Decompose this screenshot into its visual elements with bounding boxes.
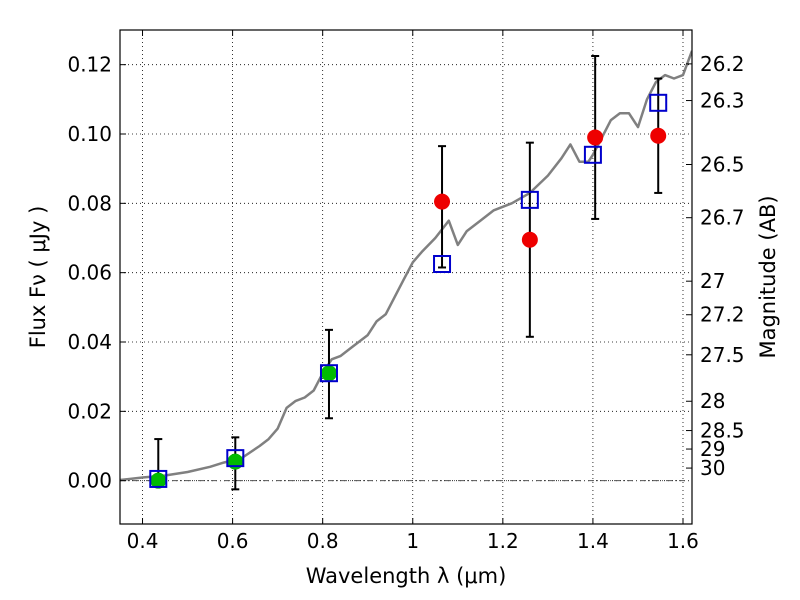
y-tick-label: 0.02 xyxy=(67,399,112,423)
model-photometry-square xyxy=(520,190,539,209)
data-point-circle xyxy=(150,472,167,489)
y-tick-label: 0.06 xyxy=(67,261,112,285)
y-axis-title: Flux Fν ( μJy ) xyxy=(26,206,50,349)
model-photometry-square xyxy=(433,255,452,273)
tick-labels: 0.4 0.6 0.8 1 1.2 1.4 1.6 0.00 0.02 0.04 0.06 0.08 0… xyxy=(67,52,744,553)
x-tick-label: 0.8 xyxy=(307,529,339,553)
data-point-circle xyxy=(434,193,451,210)
y2-axis-title: Magnitude (AB) xyxy=(756,195,780,358)
data-point-circle xyxy=(521,231,538,248)
y-tick-label: 0.12 xyxy=(67,53,112,77)
x-tick-label: 1.6 xyxy=(667,529,699,553)
y2-tick-label: 30 xyxy=(700,456,725,480)
data-point-circle xyxy=(650,127,667,144)
data-markers xyxy=(149,93,668,489)
y2-tick-label: 28.5 xyxy=(700,419,745,443)
x-tick-label: 1.2 xyxy=(487,529,519,553)
model-photometry-square xyxy=(649,93,668,112)
model-photometry-square xyxy=(583,145,602,164)
y2-tick-label: 29 xyxy=(700,437,725,461)
data-point-circle xyxy=(320,365,337,382)
y-tick-label: 0.10 xyxy=(67,122,112,146)
x-tick-label: 1 xyxy=(406,529,419,553)
model-photometry-square xyxy=(319,364,338,383)
y2-tick-label: 27 xyxy=(700,269,725,293)
data-point-circle xyxy=(227,453,244,470)
model-spectrum-line xyxy=(120,50,692,482)
model-photometry-square xyxy=(149,469,168,488)
y-tick-label: 0.00 xyxy=(67,469,112,493)
data-point-circle xyxy=(587,129,604,146)
axis-ticks xyxy=(120,30,692,524)
x-tick-label: 0.4 xyxy=(127,529,159,553)
x-tick-label: 1.4 xyxy=(577,529,609,553)
y2-tick-label: 26.3 xyxy=(700,89,745,113)
model-spectrum xyxy=(120,50,692,482)
x-tick-label: 0.6 xyxy=(217,529,249,553)
y2-tick-label: 26.5 xyxy=(700,153,745,177)
plot-frame xyxy=(119,29,693,525)
x-axis-title: Wavelength λ (μm) xyxy=(306,564,507,588)
y2-tick-label: 26.2 xyxy=(700,52,745,76)
y2-tick-label: 28 xyxy=(700,389,725,413)
y2-tick-label: 27.2 xyxy=(700,303,745,327)
y2-tick-label: 27.5 xyxy=(700,343,745,367)
y-tick-label: 0.04 xyxy=(67,330,112,354)
y2-tick-label: 26.7 xyxy=(700,206,745,230)
y-tick-label: 0.08 xyxy=(67,191,112,215)
model-photometry-square xyxy=(226,449,245,468)
